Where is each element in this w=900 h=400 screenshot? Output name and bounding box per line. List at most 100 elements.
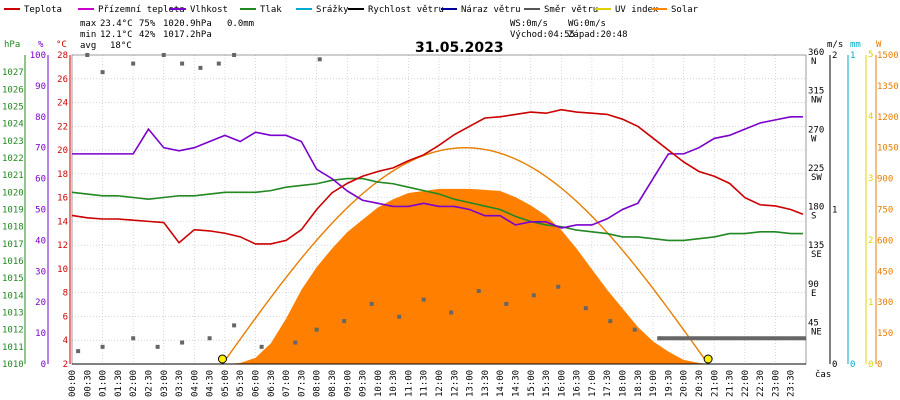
wind-direction-point — [449, 310, 454, 315]
tick-label-humidity: 30 — [35, 267, 46, 277]
wind-direction-point — [131, 61, 136, 66]
tick-label-pressure: 1012 — [2, 326, 24, 336]
tick-label-time: 10:00 — [374, 370, 384, 397]
tick-label-time: 07:00 — [282, 370, 292, 397]
stat-max-hum: 75% — [139, 19, 156, 29]
tick-label-wind-dir-name: N — [811, 57, 816, 67]
tick-label-solar: 1500 — [877, 51, 899, 61]
tick-label-time: 14:00 — [496, 370, 506, 397]
wind-direction-point — [216, 61, 221, 66]
tick-label-time: 22:00 — [741, 370, 751, 397]
tick-label-time: 20:30 — [695, 370, 705, 397]
stat-max-rain: 0.0mm — [227, 19, 254, 29]
wind-direction-point — [207, 336, 212, 341]
wind-direction-point — [180, 61, 185, 66]
tick-label-uv: 2 — [868, 236, 873, 246]
tick-label-wind-dir: 90 — [808, 280, 819, 290]
tick-label-wind-dir-name: SW — [811, 173, 822, 183]
wind-direction-point — [100, 344, 105, 349]
tick-label-uv: 0 — [868, 360, 873, 370]
tick-label-humidity: 70 — [35, 144, 46, 154]
tick-label-time: 02:30 — [144, 370, 154, 397]
stat-ws: WS:0m/s — [510, 19, 548, 29]
tick-label-temperature: 24 — [57, 99, 68, 109]
wind-direction-point — [632, 327, 637, 332]
tick-label-pressure: 1015 — [2, 274, 24, 284]
stat-max-temp: 23.4°C — [100, 19, 133, 29]
tick-label-solar: 900 — [877, 175, 893, 185]
tick-label-wind-dir-name: SE — [811, 250, 822, 260]
tick-label-time: 06:30 — [267, 370, 277, 397]
axis-unit-degc: °C — [56, 40, 67, 50]
tick-label-time: 17:00 — [588, 370, 598, 397]
tick-label-temperature: 22 — [57, 122, 68, 132]
sun-markers — [217, 354, 713, 364]
tick-label-pressure: 1016 — [2, 257, 24, 267]
tick-label-temperature: 2 — [63, 360, 68, 370]
wind-direction-point — [317, 57, 322, 62]
tick-label-time: 13:30 — [481, 370, 491, 397]
legend-label: Směr větru — [544, 5, 598, 15]
tick-label-solar: 450 — [877, 267, 893, 277]
chart-date-title: 31.05.2023 — [415, 40, 504, 56]
stat-min-label: min — [80, 30, 96, 40]
tick-label-time: 22:30 — [756, 370, 766, 397]
axis-unit-ms: m/s — [827, 40, 843, 50]
tick-label-uv: 4 — [868, 112, 873, 122]
tick-label-time: 23:00 — [771, 370, 781, 397]
tick-label-solar: 750 — [877, 206, 893, 216]
stat-min-hum: 42% — [139, 30, 156, 40]
solar-series — [72, 146, 803, 365]
axes: 1010101110121013101410151016101710181019… — [2, 48, 899, 397]
wind-direction-point — [397, 314, 402, 319]
tick-label-humidity: 20 — [35, 298, 46, 308]
humidity-line — [72, 116, 803, 229]
tick-label-solar: 1200 — [877, 113, 899, 123]
tick-label-time: 03:30 — [175, 370, 185, 397]
tick-label-temperature: 20 — [57, 146, 68, 156]
tick-label-time: 13:00 — [466, 370, 476, 397]
tick-label-pressure: 1024 — [2, 120, 24, 130]
wind-direction-point — [342, 319, 347, 324]
wind-direction-point — [421, 297, 426, 302]
tick-label-wind-dir-name: W — [811, 134, 817, 144]
legend: Teplota Přízemní teplota Vlhkost Tlak Srážky… — [4, 5, 699, 15]
tick-label-wind-dir: 360 — [808, 48, 824, 58]
legend-label: Tlak — [260, 5, 282, 15]
sunset-marker — [703, 354, 713, 364]
legend-label: Náraz větru — [461, 5, 521, 15]
tick-label-humidity: 90 — [35, 82, 46, 92]
tick-label-temperature: 16 — [57, 194, 68, 204]
stat-max-label: max — [80, 19, 97, 29]
tick-label-pressure: 1026 — [2, 85, 24, 95]
tick-label-time: 05:00 — [221, 370, 231, 397]
tick-label-time: 21:30 — [726, 370, 736, 397]
tick-label-wind-dir-name: NE — [811, 327, 822, 337]
legend-label: Přízemní teplota — [98, 5, 185, 15]
wind-direction-point — [259, 344, 264, 349]
pressure-line — [71, 177, 803, 242]
tick-label-time: 09:00 — [343, 370, 353, 397]
axis-unit-time: čas — [815, 369, 831, 380]
tick-label-solar: 150 — [877, 329, 893, 339]
tick-label-time: 12:00 — [435, 370, 445, 397]
tick-label-pressure: 1014 — [2, 291, 24, 301]
tick-label-time: 15:30 — [542, 370, 552, 397]
wind-direction-point — [85, 53, 90, 57]
tick-label-uv: 3 — [868, 174, 873, 184]
axis-unit-hpa: hPa — [4, 40, 20, 50]
tick-label-temperature: 6 — [63, 312, 68, 322]
tick-label-pressure: 1010 — [2, 360, 24, 370]
sunrise-marker — [217, 354, 227, 364]
tick-label-wind-dir: 315 — [808, 87, 824, 97]
line-series — [71, 108, 804, 245]
tick-label-time: 06:00 — [252, 370, 262, 397]
stat-min-press: 1017.2hPa — [163, 30, 212, 40]
wind-direction-point — [232, 53, 237, 57]
tick-label-wind-dir-name: S — [811, 212, 816, 222]
tick-label-time: 16:30 — [573, 370, 583, 397]
tick-label-humidity: 80 — [35, 113, 46, 123]
tick-label-solar: 1350 — [877, 82, 899, 92]
wind-direction-point — [198, 65, 203, 70]
